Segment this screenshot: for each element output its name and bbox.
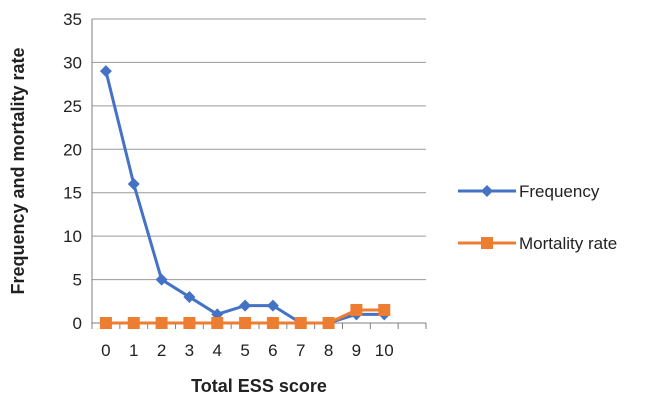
legend-label: Frequency xyxy=(519,182,600,201)
y-tick-label: 35 xyxy=(63,10,82,29)
x-tick-label: 10 xyxy=(375,341,394,360)
data-point xyxy=(350,303,363,316)
data-point xyxy=(127,178,140,191)
series-mortality-rate xyxy=(99,303,391,329)
data-point xyxy=(294,317,307,329)
axes xyxy=(91,19,427,329)
legend-item: Frequency xyxy=(458,182,600,201)
x-tick-label: 9 xyxy=(352,341,361,360)
y-tick-label: 25 xyxy=(63,97,82,116)
data-point xyxy=(239,299,252,312)
series-group xyxy=(99,65,391,329)
y-tick-label: 0 xyxy=(73,314,82,333)
x-tick-label: 8 xyxy=(324,341,333,360)
series-frequency xyxy=(99,65,391,329)
y-tick-label: 10 xyxy=(63,227,82,246)
x-tick-label: 7 xyxy=(296,341,305,360)
data-point xyxy=(155,317,168,329)
data-point xyxy=(99,317,112,329)
data-point xyxy=(378,303,391,316)
data-point xyxy=(183,317,196,329)
data-point xyxy=(266,317,279,329)
legend-marker xyxy=(481,237,493,249)
x-tick-label: 5 xyxy=(240,341,249,360)
x-tick-label: 0 xyxy=(101,341,110,360)
gridlines xyxy=(92,18,426,281)
x-tick-label: 2 xyxy=(157,341,166,360)
series-line xyxy=(104,70,385,325)
legend-label: Mortality rate xyxy=(519,234,617,253)
data-point xyxy=(155,273,168,286)
y-tick-label: 20 xyxy=(63,140,82,159)
x-tick-labels: 0 1 2 3 4 5 6 7 8 9 10 xyxy=(101,341,394,360)
data-point xyxy=(266,299,279,312)
data-point xyxy=(183,290,196,303)
data-point xyxy=(239,317,252,329)
data-point xyxy=(99,65,112,78)
y-tick-label: 15 xyxy=(63,184,82,203)
x-tick-label: 1 xyxy=(129,341,138,360)
x-tick-label: 3 xyxy=(185,341,194,360)
legend: Frequency Mortality rate xyxy=(458,182,617,253)
y-tick-label: 30 xyxy=(63,53,82,72)
y-axis-title: Frequency and mortality rate xyxy=(8,47,28,294)
legend-marker xyxy=(481,185,493,197)
x-axis-title: Total ESS score xyxy=(191,376,327,396)
y-tick-label: 5 xyxy=(73,271,82,290)
data-point xyxy=(127,317,140,329)
y-tick-labels: 0 5 10 15 20 25 30 35 xyxy=(63,10,82,333)
data-point xyxy=(211,317,224,329)
data-point xyxy=(322,317,335,329)
x-tick-label: 6 xyxy=(268,341,277,360)
x-tick-label: 4 xyxy=(213,341,222,360)
legend-item: Mortality rate xyxy=(458,234,617,253)
